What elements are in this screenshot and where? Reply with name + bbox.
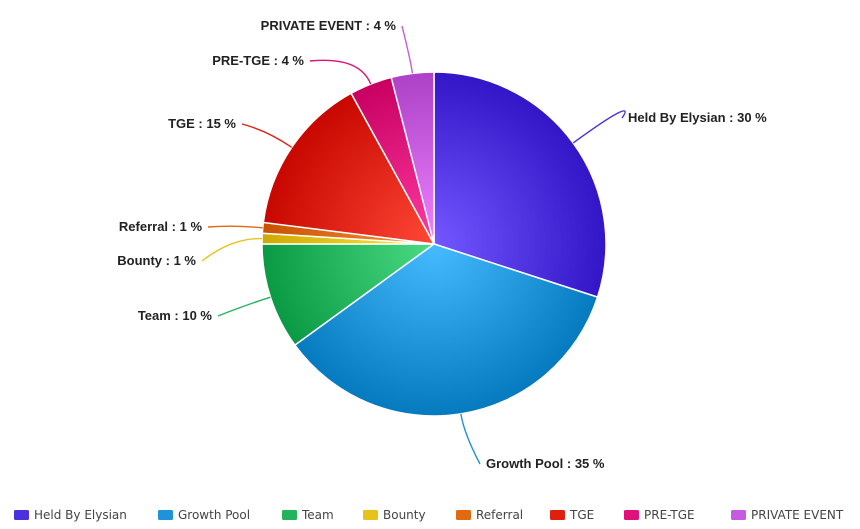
data-label-bounty: Bounty : 1 % [117,253,196,268]
callout-line-held-by-elysian [572,110,626,144]
pie-slice-tge [262,92,436,245]
pie-slice-team [261,243,437,347]
pie-slices [261,71,607,417]
legend-label-private-event[interactable]: PRIVATE EVENT [751,508,844,522]
legend-label-bounty[interactable]: Bounty [383,508,426,522]
legend-swatch-bounty [363,510,378,520]
callout-line-tge [241,123,293,148]
legend-label-held-by-elysian[interactable]: Held By Elysian [34,508,127,522]
legend-label-team[interactable]: Team [301,508,334,522]
legend-swatch-growth-pool [158,510,173,520]
data-label-held-by-elysian: Held By Elysian : 30 % [628,110,767,125]
legend-label-pre-tge[interactable]: PRE-TGE [644,508,695,522]
legend-swatch-held-by-elysian [14,510,29,520]
data-label-referral: Referral : 1 % [119,219,203,234]
pie-slice-held-by-elysian [433,71,607,299]
pie-callouts: Held By Elysian : 30 % Growth Pool : 35 %… [117,18,767,471]
data-label-private-event: PRIVATE EVENT : 4 % [261,18,397,33]
legend-swatch-team [282,510,297,520]
callout-line-growth-pool [460,413,481,465]
legend-swatch-referral [456,510,471,520]
legend-label-referral[interactable]: Referral [476,508,523,522]
data-label-growth-pool: Growth Pool : 35 % [486,456,605,471]
data-label-pre-tge: PRE-TGE : 4 % [212,53,304,68]
data-label-tge: TGE : 15 % [168,116,236,131]
legend-swatch-private-event [731,510,746,520]
callout-line-referral [207,225,263,229]
callout-line-pre-tge [309,59,372,85]
legend-label-tge[interactable]: TGE [569,508,594,522]
legend: Held By Elysian Growth Pool Team Bounty Refe… [14,508,844,522]
callout-line-private-event [401,25,414,74]
callout-line-bounty [201,237,263,262]
legend-swatch-pre-tge [624,510,639,520]
pie-slice-growth-pool [293,243,599,417]
callout-line-team [217,296,271,317]
data-label-team: Team : 10 % [138,308,213,323]
legend-swatch-tge [550,510,565,520]
legend-label-growth-pool[interactable]: Growth Pool [178,508,250,522]
